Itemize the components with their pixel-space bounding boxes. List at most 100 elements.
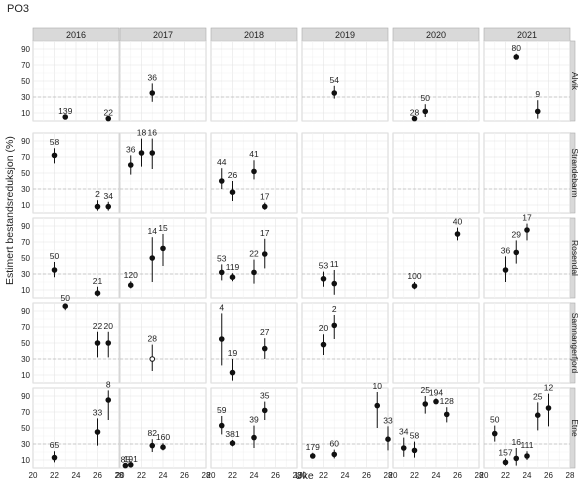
data-label: 36 <box>501 245 511 255</box>
data-point <box>422 108 429 115</box>
data-point <box>94 340 101 346</box>
y-tick-label: 90 <box>21 222 30 231</box>
data-label: 29 <box>512 229 522 239</box>
data-point <box>229 369 236 376</box>
data-point <box>374 402 381 409</box>
data-point <box>261 345 268 352</box>
data-point <box>411 115 418 122</box>
data-point <box>502 459 509 466</box>
x-tick-label: 22 <box>137 471 146 480</box>
data-point <box>229 440 236 447</box>
data-label: 41 <box>249 149 259 159</box>
data-point <box>218 336 225 342</box>
data-point <box>331 322 338 329</box>
data-label: 58 <box>50 137 60 147</box>
x-tick-label: 22 <box>410 471 419 480</box>
data-label: 4 <box>219 302 224 312</box>
data-label: 9 <box>535 89 540 99</box>
data-label: 119 <box>226 262 240 272</box>
data-point <box>491 430 498 437</box>
data-point <box>534 412 541 419</box>
data-label: 21 <box>93 276 103 286</box>
data-label: 33 <box>383 415 393 425</box>
x-axis-label: Uke <box>295 470 314 482</box>
row-strip-label: Etne <box>570 419 580 437</box>
x-tick-label: 22 <box>50 471 59 480</box>
data-label: 60 <box>330 439 340 449</box>
data-label: 27 <box>260 327 270 337</box>
data-label: 26 <box>228 170 238 180</box>
y-tick-label: 50 <box>21 169 30 178</box>
data-label: 160 <box>156 432 170 442</box>
data-point <box>218 178 225 184</box>
data-point <box>62 303 69 310</box>
data-label: 17 <box>522 213 532 223</box>
data-label: 36 <box>148 72 158 82</box>
data-label: 14 <box>148 226 158 236</box>
y-tick-label: 90 <box>21 45 30 54</box>
y-tick-label: 50 <box>21 339 30 348</box>
data-label: 80 <box>512 43 522 53</box>
data-point <box>62 114 69 120</box>
y-tick-label: 10 <box>21 201 30 210</box>
x-tick-label: 28 <box>115 471 124 480</box>
data-label: 16 <box>512 437 522 447</box>
data-label: 33 <box>93 407 103 417</box>
data-point <box>309 453 316 459</box>
x-tick-label: 22 <box>501 471 510 480</box>
data-label: 50 <box>490 415 500 425</box>
data-label: 35 <box>260 391 270 401</box>
y-tick-label: 70 <box>21 408 30 417</box>
data-label: 20 <box>319 323 329 333</box>
column-strip-label: 2019 <box>335 30 355 40</box>
data-point <box>331 280 338 287</box>
data-point <box>149 255 156 261</box>
row-strip-label: Samnangerfjord <box>570 313 580 374</box>
data-point <box>411 283 418 289</box>
x-tick-label: 20 <box>480 471 489 480</box>
data-label: 157 <box>498 447 512 457</box>
x-tick-label: 24 <box>432 471 441 480</box>
data-point <box>122 462 129 469</box>
x-tick-label: 26 <box>93 471 102 480</box>
data-point <box>105 115 112 122</box>
column-strip-label: 2016 <box>66 30 86 40</box>
data-label: 128 <box>440 396 454 406</box>
data-point <box>94 429 101 435</box>
data-point <box>443 411 450 418</box>
data-point <box>127 282 134 289</box>
data-point <box>149 442 156 449</box>
y-tick-label: 10 <box>21 456 30 465</box>
data-label: 111 <box>521 440 534 450</box>
x-tick-label: 24 <box>523 471 532 480</box>
data-point <box>94 290 101 297</box>
data-point <box>149 150 156 156</box>
data-label: 50 <box>50 251 60 261</box>
data-point <box>513 249 520 256</box>
data-label: 17 <box>260 228 270 238</box>
y-tick-label: 10 <box>21 286 30 295</box>
y-tick-label: 30 <box>21 355 30 364</box>
data-label: 8 <box>106 379 111 389</box>
y-tick-label: 30 <box>21 185 30 194</box>
data-label: 22 <box>104 108 114 118</box>
column-strip-label: 2018 <box>244 30 264 40</box>
data-label: 40 <box>453 217 463 227</box>
x-tick-label: 26 <box>544 471 553 480</box>
data-label: 25 <box>421 385 431 395</box>
y-tick-label: 90 <box>21 392 30 401</box>
data-point <box>331 451 338 458</box>
y-tick-label: 50 <box>21 254 30 263</box>
y-tick-label: 70 <box>21 323 30 332</box>
data-point <box>138 150 145 156</box>
data-label: 39 <box>249 415 259 425</box>
data-label: 54 <box>330 75 340 85</box>
data-label: 34 <box>104 191 114 201</box>
data-point <box>251 168 257 175</box>
data-label: 139 <box>58 106 72 116</box>
data-point <box>105 397 112 403</box>
data-point <box>218 269 225 276</box>
x-tick-label: 28 <box>384 471 393 480</box>
data-point <box>94 203 101 210</box>
data-label: 34 <box>399 427 409 437</box>
